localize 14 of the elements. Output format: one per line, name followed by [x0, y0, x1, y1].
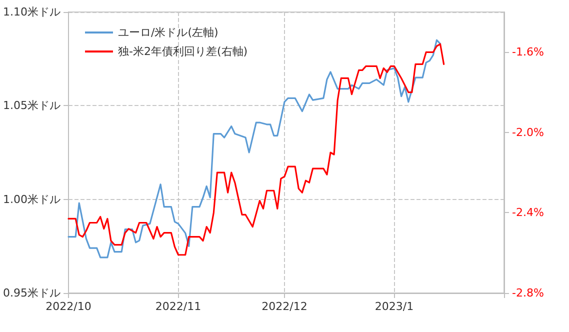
x-tick-label: 2022/12 — [262, 300, 308, 313]
y-tick-label: 0.95米ドル — [2, 286, 60, 300]
legend-label: ユーロ/米ドル(左軸) — [118, 26, 218, 39]
x-tick-label: 2022/10 — [46, 300, 92, 313]
y-tick-label: 1.05米ドル — [2, 99, 60, 112]
y2-tick-label: -2.4% — [512, 206, 544, 220]
y2-tick-label: -2.8% — [512, 286, 544, 300]
legend-label: 独-米2年債利回り差(右軸) — [118, 45, 248, 58]
y-tick-label: 1.00米ドル — [2, 192, 60, 206]
y-tick-label: 1.10米ドル — [2, 6, 60, 18]
y2-tick-label: -1.6% — [512, 46, 544, 59]
y2-tick-label: -2.0% — [512, 126, 544, 139]
x-tick-label: 2022/11 — [155, 300, 202, 313]
x-tick-label: 2023/1 — [374, 300, 414, 313]
